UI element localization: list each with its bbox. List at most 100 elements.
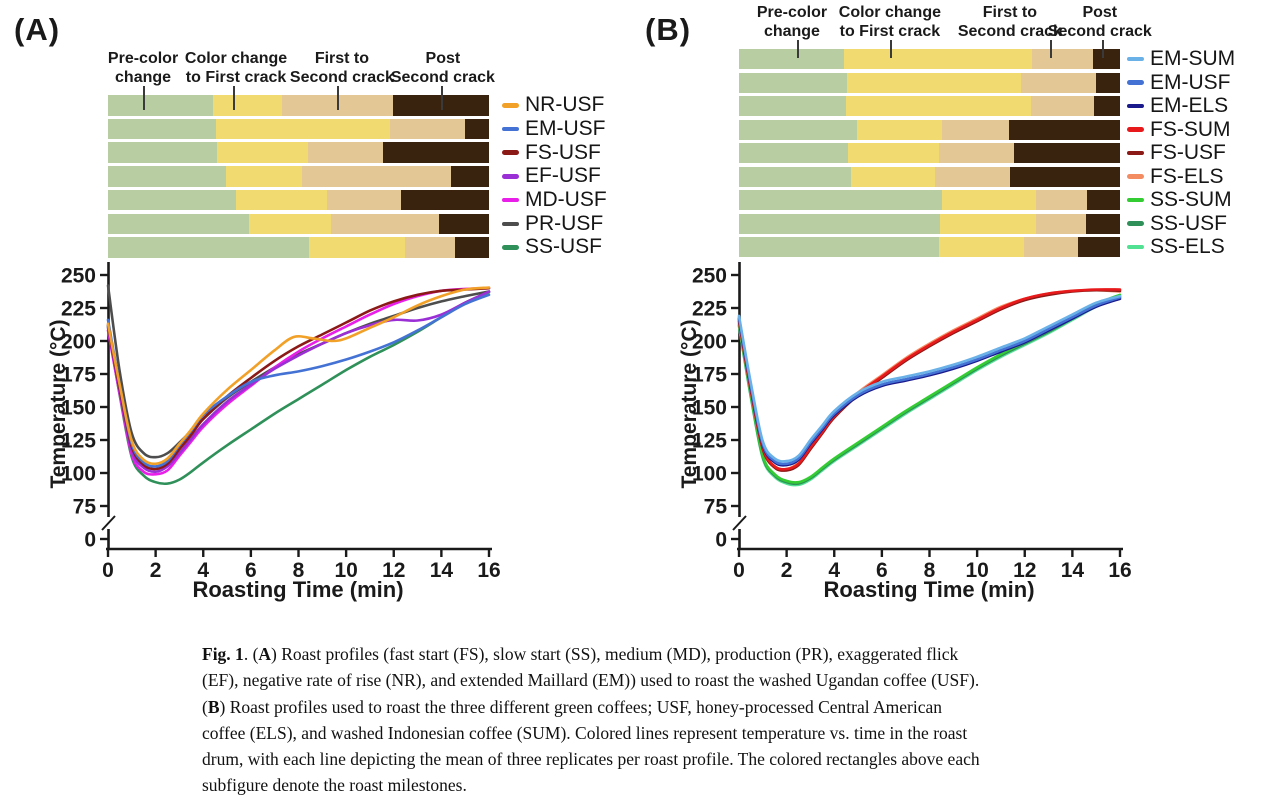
legend-label: EM-SUM [1150, 47, 1236, 70]
segment-post-second-crack [451, 166, 489, 187]
legend-label: SS-ELS [1150, 235, 1225, 258]
legend-swatch-em-usf [502, 126, 519, 132]
legend-swatch-md-usf [502, 197, 519, 203]
segment-pre-color-change [108, 166, 226, 187]
segment-pre-color-change [108, 237, 310, 258]
segment-pre-color-change [739, 190, 943, 210]
legend-item-md-usf: MD-USF [502, 188, 607, 211]
y-tick-label: 150 [692, 397, 727, 420]
segment-post-second-crack [1009, 119, 1120, 140]
legend-swatch-fs-usf [1127, 150, 1144, 156]
segment-post-second-crack [1094, 96, 1120, 116]
segment-color-change-to-first-crack [235, 189, 328, 211]
legend-item-fs-sum: FS-SUM [1127, 118, 1231, 141]
x-tick-label: 6 [876, 559, 888, 582]
y-tick-label: 75 [704, 496, 728, 519]
series-fs-usf [737, 288, 1122, 472]
figure-caption: Fig. 1. (A) Roast profiles (fast start (… [202, 641, 1127, 799]
series-em-usf [106, 293, 491, 468]
y-tick-label: 175 [61, 364, 96, 387]
y-tick-label: 200 [61, 331, 96, 354]
series-fs-sum [737, 288, 1122, 471]
segment-color-change-to-first-crack [939, 237, 1024, 257]
milestone-pointer-line [1101, 40, 1104, 58]
legend-swatch-fs-sum [1127, 127, 1144, 132]
temperature-chart: 250 225 200 175 150 125 100 75 00 2 4 6 8 10 12 14 16 [61, 262, 501, 583]
panel-b: (B) Pre-color change Color change to First … [631, 0, 1262, 625]
y-tick-label: 175 [692, 364, 727, 387]
segment-first-to-second-crack [1021, 72, 1097, 93]
segment-pre-color-change [108, 189, 236, 211]
y-tick-label: 100 [61, 463, 96, 486]
caption-line: (B) Roast profiles used to roast the thr… [202, 696, 943, 717]
caption-line: coffee (ELS), and washed Indonesian coff… [202, 722, 968, 743]
legend-item-em-usf: EM-USF [1127, 71, 1231, 94]
y-tick-label: 150 [61, 397, 96, 420]
segment-color-change-to-first-crack [846, 72, 1022, 93]
y-axis-break-mark [732, 515, 747, 531]
axis-tick-labels: 250 225 200 175 150 125 100 75 00 2 4 6 8 10 12 14 16 [692, 265, 1132, 583]
x-tick-label: 4 [828, 559, 840, 582]
curves [106, 284, 491, 486]
segment-first-to-second-crack [1023, 237, 1078, 257]
x-tick-label: 12 [1013, 559, 1036, 582]
milestone-label: Post Second crack [390, 50, 495, 86]
legend-swatch-ef-usf [502, 174, 519, 179]
axis-tick-labels: 250 225 200 175 150 125 100 75 00 2 4 6 8 10 12 14 16 [61, 265, 501, 583]
segment-pre-color-change [108, 213, 249, 234]
milestone-pointer-line [796, 40, 799, 58]
legend-label: EF-USF [525, 164, 601, 188]
legend-swatch-pr-usf [502, 221, 519, 226]
milestone-bar-em-usf [108, 118, 489, 140]
segment-color-change-to-first-crack [850, 166, 935, 187]
milestone-label: First to Second crack [289, 50, 394, 86]
segment-pre-color-change [739, 166, 851, 187]
segment-color-change-to-first-crack [309, 237, 406, 258]
milestone-bar-ss-sum [739, 190, 1120, 210]
segment-post-second-crack [454, 237, 489, 258]
segment-pre-color-change [739, 72, 847, 93]
series-ss-usf [106, 290, 491, 486]
segment-post-second-crack [1086, 190, 1120, 210]
caption-line: (EF), negative rate of rise (NR), and ex… [202, 670, 980, 691]
milestone-label: First to Second crack [957, 4, 1062, 40]
x-axis-label: Roasting Time (min) [823, 577, 1035, 602]
segment-color-change-to-first-crack [940, 213, 1037, 234]
legend-label: SS-USF [525, 235, 603, 259]
segment-post-second-crack [1096, 72, 1120, 93]
legend-swatch-nr-usf [502, 103, 519, 108]
x-tick-label: 2 [781, 559, 793, 582]
legend-label: SS-USF [1150, 211, 1228, 235]
milestone-pointer-line [889, 40, 892, 58]
series-em-sum [737, 294, 1122, 463]
series-fs-usf [106, 286, 491, 471]
segment-pre-color-change [108, 95, 214, 116]
segment-pre-color-change [108, 142, 217, 163]
segment-color-change-to-first-crack [847, 143, 939, 163]
legend-swatch-ss-els [1127, 244, 1144, 250]
legend-item-nr-usf: NR-USF [502, 93, 604, 116]
series-fs-els [737, 288, 1122, 471]
segment-pre-color-change [739, 119, 857, 140]
legend-swatch-fs-els [1127, 174, 1144, 179]
milestone-bar-em-usf [739, 72, 1120, 93]
segment-first-to-second-crack [1031, 49, 1093, 69]
segment-post-second-crack [1092, 49, 1120, 69]
x-tick-label: 10 [965, 559, 988, 582]
y-tick-label: 125 [692, 430, 727, 453]
legend-swatch-em-usf [1127, 80, 1144, 85]
y-tick-label: 75 [73, 496, 97, 519]
legend-item-fs-usf: FS-USF [502, 140, 601, 164]
legend-label: EM-ELS [1150, 94, 1229, 117]
legend-label: FS-USF [525, 140, 601, 164]
segment-first-to-second-crack [938, 143, 1014, 163]
legend-item-ss-usf: SS-USF [502, 235, 603, 259]
segment-post-second-crack [1013, 143, 1120, 163]
milestone-bar-fs-usf [108, 142, 489, 163]
segment-first-to-second-crack [327, 189, 402, 211]
segment-post-second-crack [465, 118, 489, 140]
legend-item-ef-usf: EF-USF [502, 164, 601, 188]
milestone-label: Color change to First crack [838, 4, 941, 40]
segment-first-to-second-crack [331, 213, 439, 234]
legend-swatch-em-els [1127, 103, 1144, 109]
